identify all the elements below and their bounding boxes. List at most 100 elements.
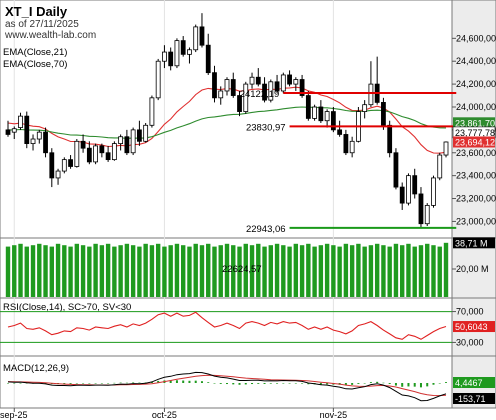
last-value-box <box>453 136 495 148</box>
candle-body <box>205 44 211 74</box>
volume-bar <box>425 243 430 297</box>
candle-body <box>330 111 336 131</box>
candle-body <box>324 111 330 122</box>
volume-bar <box>43 245 48 297</box>
candle-body <box>80 140 86 149</box>
volume-bar <box>381 245 386 297</box>
candle-body <box>418 193 424 225</box>
macd-histogram-bar <box>438 383 441 384</box>
candle-body <box>36 131 42 140</box>
candle-body <box>431 177 436 206</box>
volume-bar <box>37 243 42 297</box>
macd-histogram-bar <box>119 382 122 384</box>
volume-bar <box>149 245 155 297</box>
volume-bar <box>112 246 117 297</box>
price-tick-label: 23,600,00 <box>456 148 496 158</box>
macd-histogram-bar <box>82 383 85 384</box>
volume-bar <box>168 245 173 297</box>
rsi-line <box>7 311 447 340</box>
volume-bar <box>68 246 73 297</box>
rsi-tick-label: 30,000 <box>456 337 484 347</box>
candle-body <box>218 90 224 99</box>
volume-bar <box>356 243 361 297</box>
macd-histogram-bar <box>326 383 329 385</box>
macd-histogram-bar <box>382 382 385 384</box>
macd-histogram-bar <box>200 381 203 383</box>
macd-histogram-bar <box>244 383 247 385</box>
site-url: www.wealth-lab.com <box>4 30 96 41</box>
candle-body <box>61 159 67 172</box>
candle-body <box>149 97 155 126</box>
volume-bar <box>418 245 424 297</box>
volume-bar <box>143 243 148 297</box>
volume-bar <box>87 246 92 297</box>
candle-body <box>180 40 186 55</box>
candle-body <box>174 40 180 67</box>
candle-body <box>11 128 17 133</box>
macd-histogram-bar <box>219 383 222 384</box>
candle-body <box>381 102 386 126</box>
volume-bar <box>299 245 305 297</box>
volume-bar <box>130 245 136 297</box>
candle-body <box>349 140 355 154</box>
macd-histogram-bar <box>407 383 410 387</box>
volume-bar <box>193 243 198 297</box>
volume-bar <box>362 246 367 297</box>
macd-histogram-bar <box>432 383 435 385</box>
macd-last-label: -153,71 <box>455 394 486 404</box>
price-tick-label: 24,600,00 <box>456 33 496 43</box>
candle-body <box>24 115 30 145</box>
macd-histogram-bar <box>238 383 241 385</box>
macd-histogram-bar <box>69 383 72 384</box>
volume-bar <box>287 246 292 297</box>
candle-body <box>443 141 449 156</box>
macd-histogram-bar <box>445 382 447 383</box>
price-tick-label: 23,000,00 <box>456 216 496 226</box>
macd-hist-last-box <box>453 377 495 388</box>
candle-body <box>187 49 192 55</box>
macd-histogram-bar <box>44 383 47 384</box>
macd-histogram-bar <box>157 380 160 383</box>
candle-body <box>368 83 374 106</box>
volume-bar <box>374 243 380 297</box>
macd-histogram-bar <box>276 383 279 384</box>
candle-body <box>312 106 318 119</box>
candle-body <box>387 124 393 154</box>
volume-bar <box>231 245 236 297</box>
volume-bar <box>337 246 342 297</box>
candle-body <box>99 145 105 154</box>
price-panel <box>0 0 453 239</box>
candle-body <box>199 26 205 46</box>
candle-body <box>43 131 48 154</box>
candle-body <box>343 134 349 154</box>
volume-bar <box>18 243 23 297</box>
ema21-legend: EMA(Close,21) <box>3 47 67 58</box>
candle-body <box>406 175 411 204</box>
volume-bar <box>181 245 186 297</box>
macd-histogram-bar <box>394 383 397 386</box>
macd-title: MACD(12,26,9) <box>3 363 69 374</box>
support-level-label: 22943,06 <box>246 224 286 235</box>
macd-histogram-bar <box>363 383 366 384</box>
macd-histogram-bar <box>251 383 254 385</box>
candle-body <box>249 76 255 85</box>
macd-histogram-bar <box>307 383 310 385</box>
candle-body <box>124 136 130 154</box>
rsi-last-label: 50,6043 <box>455 322 488 332</box>
macd-histogram-bar <box>344 383 347 386</box>
candle-body <box>30 138 36 145</box>
volume-bar <box>155 243 161 297</box>
candle-body <box>155 60 161 99</box>
macd-histogram-bar <box>175 380 178 383</box>
volume-bar <box>224 243 230 297</box>
volume-bar <box>262 246 267 297</box>
macd-histogram-bar <box>288 383 291 384</box>
candle-body <box>93 145 98 163</box>
macd-histogram-bar <box>63 383 66 384</box>
volume-bar <box>80 245 86 297</box>
macd-histogram-bar <box>376 381 379 383</box>
candle-body <box>280 74 286 92</box>
volume-bar <box>30 245 36 297</box>
candle-body <box>86 147 92 163</box>
